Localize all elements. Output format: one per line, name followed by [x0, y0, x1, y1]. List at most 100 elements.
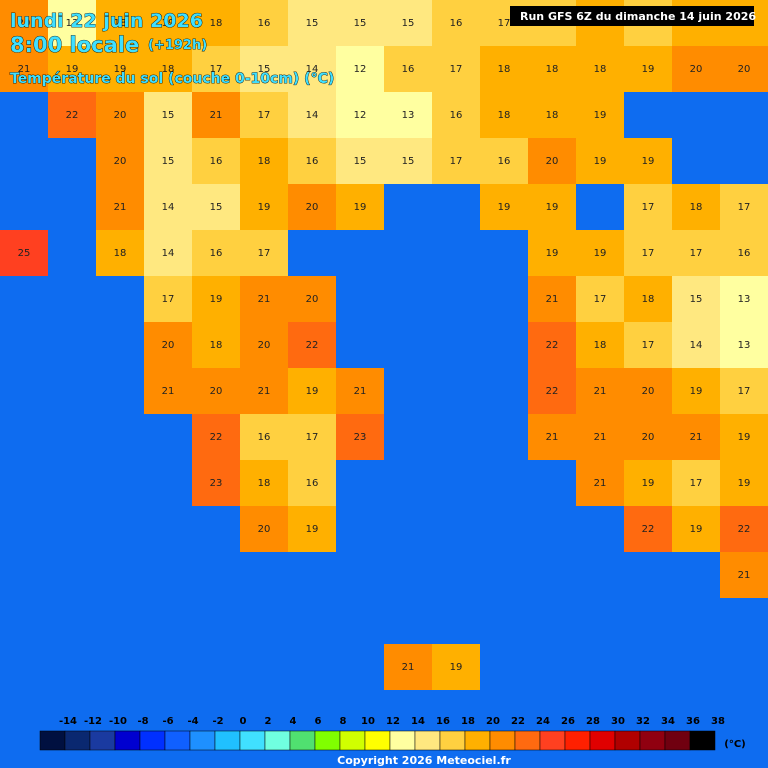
temp-label: 20	[258, 524, 271, 535]
legend-tick: 0	[240, 716, 247, 727]
temp-label: 12	[354, 64, 367, 75]
temp-label: 16	[498, 156, 511, 167]
legend-tick: 8	[340, 716, 347, 727]
temp-label: 23	[210, 478, 223, 489]
legend-tick: -2	[212, 716, 223, 727]
temp-cell	[528, 276, 576, 322]
temp-label: 17	[642, 340, 655, 351]
temp-cell	[336, 0, 384, 46]
temp-cell	[432, 0, 480, 46]
temp-label: 20	[258, 340, 271, 351]
temp-label: 17	[210, 64, 223, 75]
temp-cell	[720, 230, 768, 276]
legend-swatch	[514, 730, 541, 751]
temp-label: 21	[210, 110, 223, 121]
temp-cell	[720, 506, 768, 552]
legend-tick: 6	[315, 716, 322, 727]
temp-label: 13	[738, 340, 751, 351]
temp-cell	[144, 0, 192, 46]
temp-cell	[672, 506, 720, 552]
temp-cell	[240, 230, 288, 276]
legend-swatch	[164, 730, 191, 751]
legend-tick: -12	[84, 716, 102, 727]
lead-time: (+192h)	[148, 38, 207, 53]
legend-tick: 18	[461, 716, 475, 727]
temp-cell	[384, 0, 432, 46]
temp-label: 15	[354, 156, 367, 167]
temp-label: 19	[594, 248, 607, 259]
legend-swatch	[239, 730, 266, 751]
temp-label: 15	[402, 156, 415, 167]
temp-cell	[192, 0, 240, 46]
temp-cell	[432, 46, 480, 92]
temp-cell	[240, 506, 288, 552]
temp-cell	[288, 92, 336, 138]
temp-label: 19	[498, 202, 511, 213]
temp-label: 17	[642, 202, 655, 213]
temp-cell	[48, 0, 96, 46]
legend-swatch	[364, 730, 391, 751]
temp-label: 15	[258, 64, 271, 75]
temp-cell	[48, 46, 96, 92]
temp-cell	[624, 368, 672, 414]
temp-cell	[672, 184, 720, 230]
temp-label: 20	[738, 64, 751, 75]
run-info: Run GFS 6Z du dimanche 14 juin 2026	[520, 10, 756, 23]
legend-tick: 34	[661, 716, 675, 727]
temp-cell	[192, 230, 240, 276]
temp-label: 19	[546, 202, 559, 213]
temp-label: 21	[402, 662, 415, 673]
legend-swatch	[539, 730, 566, 751]
temp-cell	[144, 368, 192, 414]
temp-label: 21	[354, 386, 367, 397]
temp-cell	[480, 138, 528, 184]
legend-swatch	[339, 730, 366, 751]
temp-label: 18	[594, 340, 607, 351]
temp-cell	[480, 92, 528, 138]
legend-swatch	[264, 730, 291, 751]
temp-cell	[288, 138, 336, 184]
temp-cell	[528, 46, 576, 92]
temp-label: 19	[450, 662, 463, 673]
temp-label: 17	[690, 248, 703, 259]
temp-cell	[336, 46, 384, 92]
temp-label: 14	[162, 248, 175, 259]
temp-cell	[624, 460, 672, 506]
temp-cell	[624, 230, 672, 276]
temp-cell	[432, 92, 480, 138]
temp-label: 21	[594, 386, 607, 397]
temp-label: 20	[642, 386, 655, 397]
temp-cell	[624, 414, 672, 460]
temp-label: 16	[450, 110, 463, 121]
temp-cell	[144, 184, 192, 230]
temp-label: 20	[210, 386, 223, 397]
legend-swatch	[389, 730, 416, 751]
temp-label: 20	[306, 294, 319, 305]
temp-cell	[336, 138, 384, 184]
temp-label: 17	[690, 478, 703, 489]
temp-cell	[240, 184, 288, 230]
temp-cell	[528, 184, 576, 230]
temp-cell	[144, 322, 192, 368]
temp-cell	[384, 92, 432, 138]
legend: -14 -12 -10 -8 -6 -4 -2 0 2 4 6 8 10 12 14 16 18 20 22 24 26…	[39, 716, 725, 751]
temp-cell	[192, 276, 240, 322]
legend-swatch	[614, 730, 641, 751]
temp-cell	[192, 460, 240, 506]
temp-label: 14	[162, 202, 175, 213]
legend-swatch	[289, 730, 316, 751]
temp-label: 20	[546, 156, 559, 167]
temp-label: 15	[306, 18, 319, 29]
temp-label: 19	[594, 110, 607, 121]
temp-label: 13	[402, 110, 415, 121]
temp-label: 20	[642, 432, 655, 443]
legend-unit: (°C)	[724, 739, 745, 750]
temp-label: 18	[546, 110, 559, 121]
temp-cell	[192, 368, 240, 414]
legend-tick: 10	[361, 716, 375, 727]
temp-label: 18	[498, 110, 511, 121]
temp-cell	[192, 184, 240, 230]
temp-cell	[528, 322, 576, 368]
temp-label: 21	[258, 386, 271, 397]
